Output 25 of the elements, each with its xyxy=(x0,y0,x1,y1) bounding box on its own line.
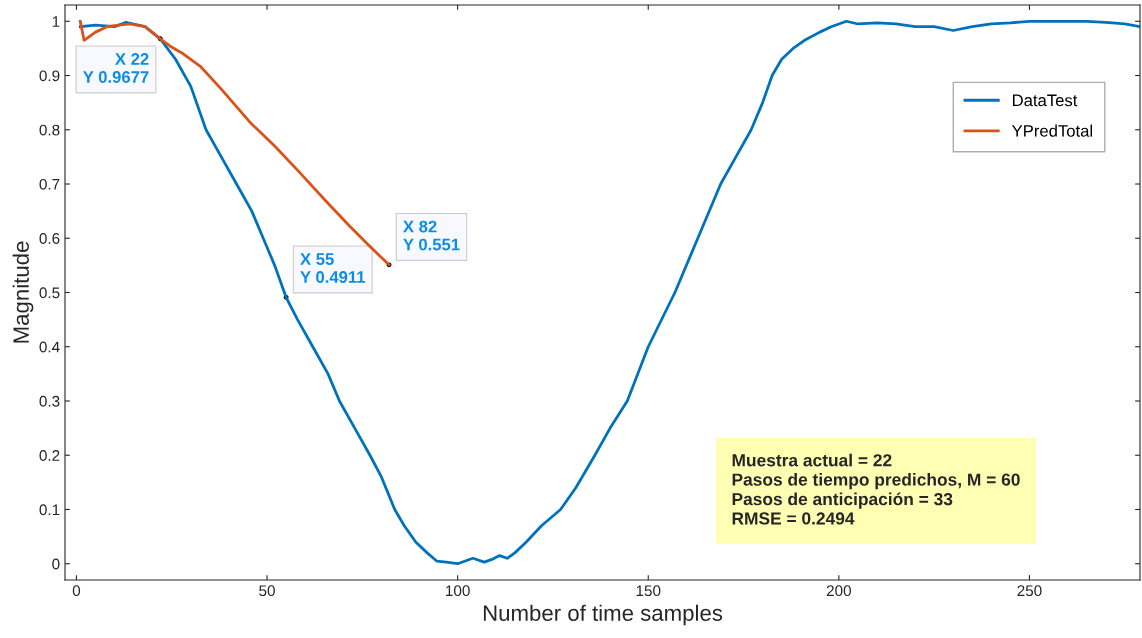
y-tick-label: 0.9 xyxy=(39,70,60,82)
y-tick-label: 1 xyxy=(52,16,60,27)
annotation: X 55 Y 0.4911 xyxy=(300,253,366,283)
x-tick-label: 50 xyxy=(259,585,275,597)
x-tick-label: 0 xyxy=(72,585,81,597)
y-axis-title: Magnitude xyxy=(12,241,34,343)
x-tick-label: 250 xyxy=(1017,585,1042,597)
y-tick-label: 0.7 xyxy=(39,178,60,190)
y-tick-label: 0.5 xyxy=(39,287,60,299)
legend-label: YPredTotal xyxy=(1011,124,1093,137)
y-tick-label: 0 xyxy=(52,558,60,570)
legend-label: DataTest xyxy=(1012,94,1078,107)
y-tick-label: 0.2 xyxy=(39,450,60,461)
x-tick-label: 150 xyxy=(636,585,661,597)
annotation: X 22 Y 0.9677 xyxy=(83,53,149,83)
annotation: X 82 Y 0.551 xyxy=(403,220,460,251)
x-tick-label: 100 xyxy=(446,585,470,597)
annotation: Muestra actual = 22 Pasos de tiempo predichos, M = 60 Pasos de anticipación = 33 RMSE = 0.2494 xyxy=(732,453,1020,525)
y-tick-label: 0.1 xyxy=(39,504,60,516)
x-tick-label: 200 xyxy=(826,585,851,597)
y-tick-label: 0.8 xyxy=(39,124,60,136)
y-tick-label: 0.6 xyxy=(39,233,60,244)
x-axis-title: Number of time samples xyxy=(483,604,723,626)
y-tick-label: 0.3 xyxy=(39,395,60,407)
y-tick-label: 0.4 xyxy=(39,341,60,353)
